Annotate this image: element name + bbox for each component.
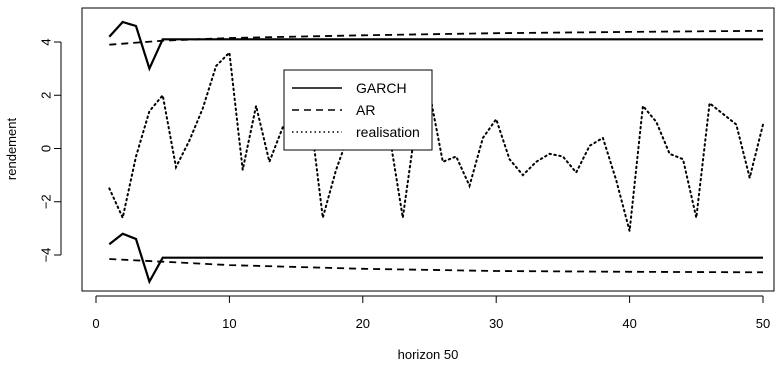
x-axis-title: horizon 50: [398, 347, 459, 362]
y-axis-title: rendement: [4, 118, 19, 181]
series-line-realisation: [108, 50, 764, 232]
x-tick-label: 0: [92, 316, 99, 331]
x-tick-label: 20: [356, 316, 370, 331]
x-tick-label: 30: [489, 316, 503, 331]
y-tick-label: 2: [39, 92, 54, 99]
series-line-garch-lower: [108, 232, 763, 285]
x-tick-label: 40: [622, 316, 636, 331]
legend-label-realisation: realisation: [356, 124, 420, 140]
y-tick-label: −4: [39, 248, 54, 263]
series-line-garch-upper: [108, 20, 763, 72]
series-layer: [108, 20, 764, 285]
y-axis: −4 −2 0 2 4: [39, 38, 62, 263]
plot-box: [81, 7, 775, 292]
legend-label-garch: GARCH: [356, 80, 407, 96]
legend-label-ar: AR: [356, 102, 375, 118]
x-axis: 0 10 20 30 40 50: [92, 295, 770, 331]
x-tick-label: 50: [756, 316, 770, 331]
legend: GARCH AR realisation: [283, 69, 433, 151]
series-line-ar-lower: [109, 258, 764, 274]
y-tick-label: −2: [39, 194, 54, 209]
y-tick-label: 0: [39, 145, 54, 152]
x-tick-label: 10: [222, 316, 236, 331]
series-line-ar-upper: [109, 29, 764, 46]
y-tick-label: 4: [39, 38, 54, 45]
